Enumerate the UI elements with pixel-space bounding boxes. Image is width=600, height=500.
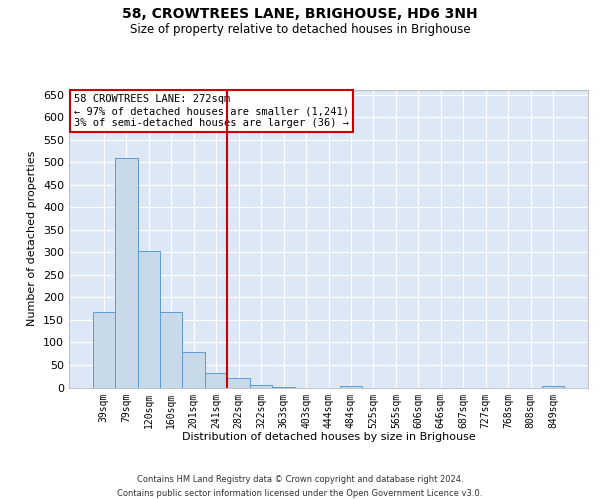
Bar: [115, 158, 137, 388]
Bar: [92, 312, 115, 388]
Bar: [160, 312, 182, 388]
Bar: [227, 378, 250, 388]
Bar: [137, 251, 160, 388]
Bar: [340, 386, 362, 388]
Text: 58 CROWTREES LANE: 272sqm
← 97% of detached houses are smaller (1,241)
3% of sem: 58 CROWTREES LANE: 272sqm ← 97% of detac…: [74, 94, 349, 128]
Bar: [205, 372, 227, 388]
Bar: [182, 352, 205, 388]
Bar: [542, 386, 565, 388]
Bar: [272, 386, 295, 388]
Text: 58, CROWTREES LANE, BRIGHOUSE, HD6 3NH: 58, CROWTREES LANE, BRIGHOUSE, HD6 3NH: [122, 8, 478, 22]
Text: Contains HM Land Registry data © Crown copyright and database right 2024.
Contai: Contains HM Land Registry data © Crown c…: [118, 476, 482, 498]
Y-axis label: Number of detached properties: Number of detached properties: [28, 151, 37, 326]
Text: Size of property relative to detached houses in Brighouse: Size of property relative to detached ho…: [130, 22, 470, 36]
Bar: [250, 385, 272, 388]
Text: Distribution of detached houses by size in Brighouse: Distribution of detached houses by size …: [182, 432, 476, 442]
